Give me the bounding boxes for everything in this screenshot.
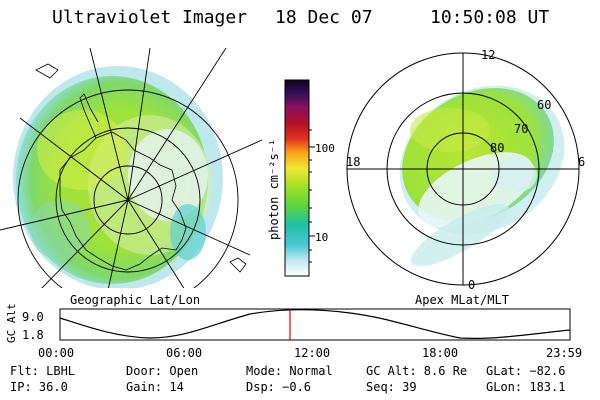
orbit-strip: 9.0 1.8 GC Alt 00:00 06:00 12:00 18:00 2… (5, 303, 582, 360)
instrument-title: Ultraviolet Imager (52, 7, 248, 28)
apex-aurora-image (399, 85, 565, 267)
mlt-label-6: 6 (578, 155, 585, 169)
colorbar-tick-10: 10 (315, 231, 328, 244)
lat-circle (55, 127, 201, 273)
time-tick: 18:00 (422, 346, 458, 360)
y-tick-9: 9.0 (22, 310, 44, 324)
lat-circle (93, 165, 163, 235)
coastline-islands (35, 63, 247, 273)
colorbar: 100 10 photon cm⁻²s⁻¹ (267, 79, 335, 277)
glat-status: GLat: −82.6 (486, 364, 566, 378)
door-status: Door: Open (126, 364, 199, 378)
filter-status: Flt: LBHL (10, 364, 76, 378)
ip-status: IP: 36.0 (10, 380, 68, 394)
time-tick: 06:00 (166, 346, 202, 360)
dsp-status: Dsp: −0.6 (246, 380, 312, 394)
colorbar-unit-label: photon cm⁻²s⁻¹ (267, 139, 281, 240)
time-tick: 23:59 (546, 346, 582, 360)
geo-aurora-image (13, 66, 223, 288)
time-label: 10:50:08 UT (430, 7, 550, 28)
seq-status: Seq: 39 (366, 380, 417, 394)
y-tick-1-8: 1.8 (22, 328, 44, 342)
geo-panel-label: Geographic Lat/Lon (70, 293, 200, 307)
mlt-label-0: 0 (468, 278, 475, 292)
mlt-label-18: 18 (346, 155, 360, 169)
mode-status: Mode: Normal (246, 364, 333, 378)
apex-polar-panel: 12 18 6 0 80 70 60 (346, 48, 585, 292)
mlat-label-80: 80 (490, 141, 504, 155)
lat-circle (17, 89, 239, 288)
glon-status: GLon: 183.1 (486, 380, 566, 394)
altitude-curve (59, 309, 571, 339)
mlat-label-60: 60 (537, 98, 551, 112)
time-tick: 12:00 (294, 346, 330, 360)
coastline-peninsula (79, 93, 99, 139)
geo-map-panel (0, 48, 262, 288)
mlat-label-70: 70 (514, 122, 528, 136)
gc-alt-status: GC Alt: 8.6 Re (366, 364, 468, 378)
date-label: 18 Dec 07 (275, 7, 373, 28)
colorbar-tick-100: 100 (315, 142, 335, 155)
apex-panel-label: Apex MLat/MLT (415, 293, 509, 307)
time-tick: 00:00 (38, 346, 74, 360)
meridians (0, 48, 262, 288)
coastline (59, 131, 187, 271)
gc-alt-axis-label: GC Alt (5, 303, 18, 343)
gain-status: Gain: 14 (126, 380, 184, 394)
mlt-label-12: 12 (481, 48, 495, 62)
